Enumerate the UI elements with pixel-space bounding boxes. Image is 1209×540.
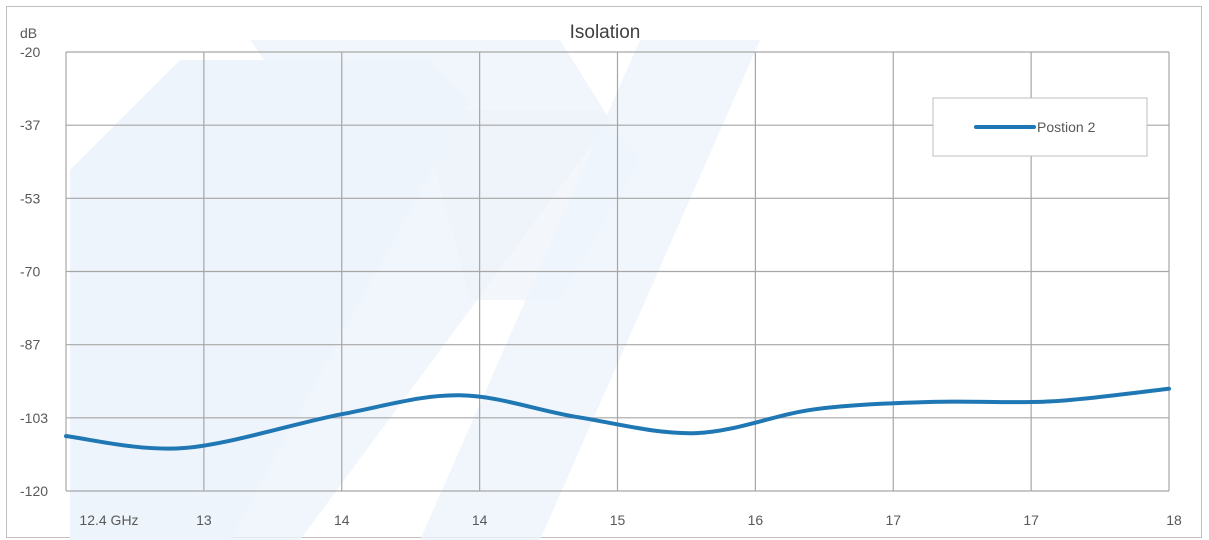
series-lines [64, 386, 1171, 451]
chart-grid [65, 51, 1170, 492]
y-tick-label: -87 [20, 337, 40, 353]
y-tick-label: -70 [20, 264, 40, 280]
x-tick-label: 14 [334, 512, 350, 528]
chart-title: Isolation [570, 22, 641, 43]
y-tick-label: -20 [20, 44, 40, 60]
watermark-logo-shapes [70, 40, 760, 540]
x-tick-label: 16 [748, 512, 764, 528]
y-tick-label: -103 [20, 410, 48, 426]
chart-legend: Postion 2 [932, 97, 1148, 157]
x-tick-label: 13 [196, 512, 212, 528]
y-axis-label: dB [20, 25, 37, 41]
x-tick-label: 18 [1166, 512, 1182, 528]
series-line-postion-2 [64, 386, 1171, 451]
x-axis-tick-labels: 12.4 GHz 13 14 14 15 16 17 17 18 [79, 512, 1182, 528]
y-tick-label: -120 [20, 483, 48, 499]
legend-label: Postion 2 [1037, 119, 1096, 135]
x-tick-label: 15 [610, 512, 626, 528]
chart-frame [6, 6, 1202, 538]
x-tick-label: 17 [885, 512, 901, 528]
x-tick-label: 17 [1023, 512, 1039, 528]
y-axis-tick-labels: -20 -37 -53 -70 -87 -103 -120 [20, 44, 48, 499]
legend-box [932, 97, 1148, 157]
y-tick-label: -37 [20, 117, 40, 133]
x-tick-label: 12.4 GHz [79, 512, 138, 528]
x-tick-label: 14 [472, 512, 488, 528]
y-tick-label: -53 [20, 190, 40, 206]
